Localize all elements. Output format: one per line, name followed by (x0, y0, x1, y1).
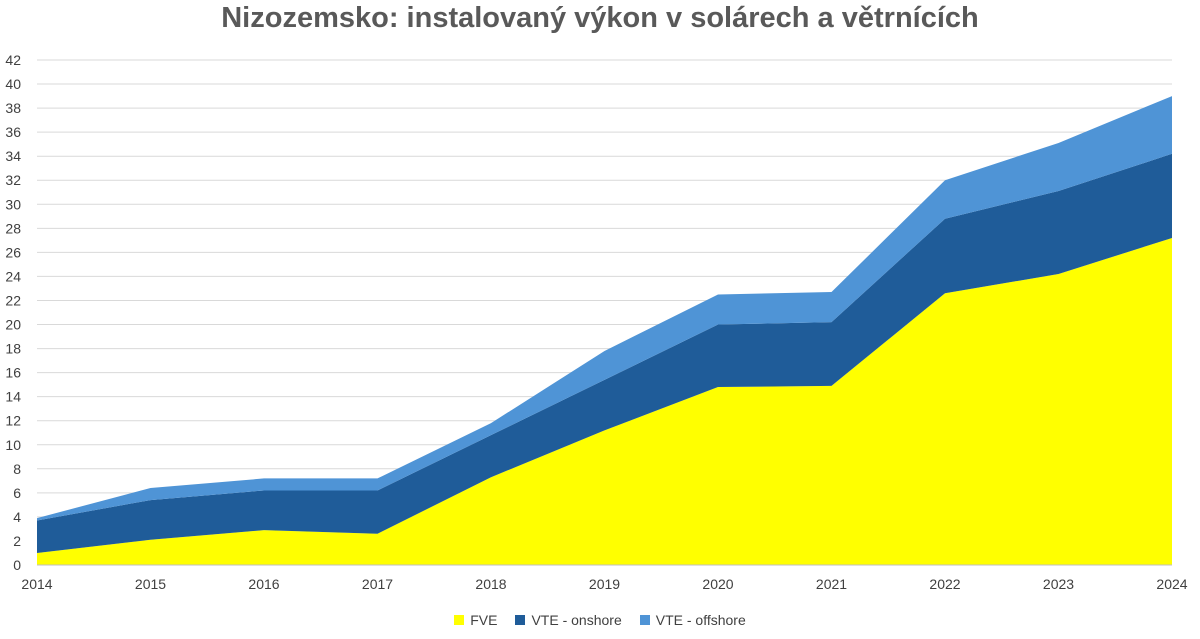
y-tick-label: 14 (5, 389, 21, 405)
y-tick-label: 38 (5, 100, 21, 116)
area-series-fve (37, 237, 1172, 565)
legend-item: VTE - onshore (515, 612, 622, 628)
y-tick-label: 32 (5, 172, 21, 188)
y-tick-label: 26 (5, 244, 21, 260)
area-series-group (37, 96, 1172, 565)
y-tick-label: 6 (13, 485, 21, 501)
legend-label: VTE - offshore (655, 612, 746, 628)
y-tick-label: 18 (5, 341, 21, 357)
y-tick-label: 20 (5, 317, 21, 333)
y-tick-label: 28 (5, 220, 21, 236)
y-tick-label: 12 (5, 413, 21, 429)
y-tick-label: 0 (13, 557, 21, 573)
x-tick-label: 2018 (475, 576, 506, 592)
x-tick-label: 2022 (929, 576, 960, 592)
y-tick-label: 8 (13, 461, 21, 477)
x-tick-label: 2017 (362, 576, 393, 592)
x-tick-label: 2023 (1043, 576, 1074, 592)
legend-swatch (639, 615, 650, 625)
legend-label: VTE - onshore (531, 612, 622, 628)
x-tick-label: 2024 (1156, 576, 1187, 592)
y-tick-label: 4 (13, 509, 21, 525)
legend-swatch (515, 615, 526, 625)
y-tick-label: 22 (5, 292, 21, 308)
legend-swatch (454, 615, 465, 625)
y-tick-label: 30 (5, 196, 21, 212)
x-tick-label: 2021 (816, 576, 847, 592)
legend-item: VTE - offshore (639, 612, 746, 628)
y-tick-label: 34 (5, 148, 21, 164)
y-tick-label: 16 (5, 365, 21, 381)
legend-item: FVE (454, 612, 497, 628)
y-tick-label: 42 (5, 52, 21, 68)
y-tick-label: 2 (13, 533, 21, 549)
x-tick-label: 2015 (135, 576, 166, 592)
y-tick-label: 24 (5, 268, 21, 284)
x-tick-label: 2014 (21, 576, 52, 592)
y-tick-label: 40 (5, 76, 21, 92)
y-tick-label: 36 (5, 124, 21, 140)
legend: FVE VTE - onshore VTE - offshore (0, 612, 1200, 628)
x-tick-label: 2016 (248, 576, 279, 592)
chart-title: Nizozemsko: instalovaný výkon v solárech… (221, 2, 979, 34)
y-tick-label: 10 (5, 437, 21, 453)
area-series-vte-onshore (37, 153, 1172, 553)
axes: 0246810121416182022242628303234363840422… (5, 52, 1187, 592)
x-tick-label: 2019 (589, 576, 620, 592)
legend-label: FVE (470, 612, 498, 628)
x-tick-label: 2020 (702, 576, 733, 592)
